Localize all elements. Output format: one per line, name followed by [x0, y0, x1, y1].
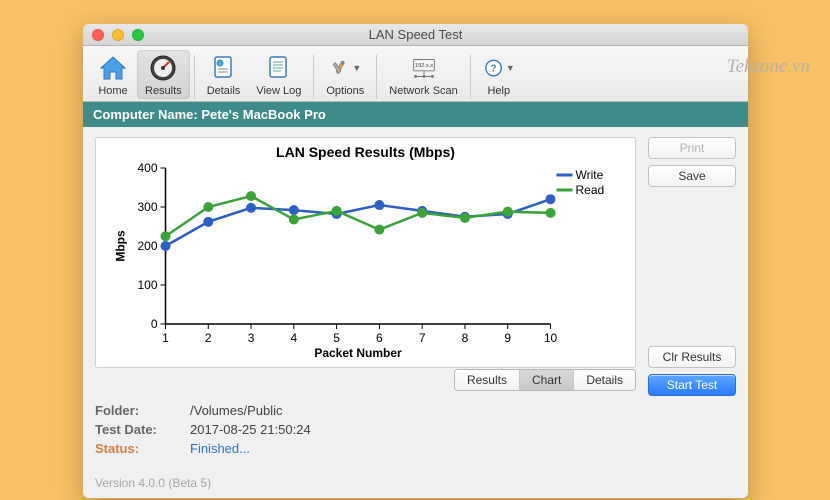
date-label: Test Date: — [95, 422, 190, 437]
details-button[interactable]: i Details — [199, 50, 249, 99]
viewlog-button[interactable]: View Log — [248, 50, 309, 99]
chart-container: LAN Speed Results (Mbps) 0 100 200 300 400 1 2… — [95, 137, 636, 368]
window-title: LAN Speed Test — [83, 27, 748, 42]
minimize-icon[interactable] — [112, 29, 124, 41]
results-label: Results — [145, 85, 182, 97]
svg-text:200: 200 — [137, 239, 157, 253]
spacer — [648, 402, 736, 490]
print-button[interactable]: Print — [648, 137, 736, 159]
svg-text:9: 9 — [504, 331, 511, 345]
netscan-label: Network Scan — [389, 85, 457, 97]
results-button[interactable]: Results — [137, 50, 190, 99]
info-row-date: Test Date: 2017-08-25 21:50:24 — [95, 420, 636, 439]
app-window: LAN Speed Test Home Results i Details — [83, 24, 748, 498]
home-button[interactable]: Home — [89, 50, 137, 99]
toolbar: Home Results i Details View Log ▼ — [83, 46, 748, 102]
folder-label: Folder: — [95, 403, 190, 418]
clear-results-button[interactable]: Clr Results — [648, 346, 736, 368]
folder-value: /Volumes/Public — [190, 403, 283, 418]
zoom-icon[interactable] — [132, 29, 144, 41]
svg-text:2: 2 — [205, 331, 212, 345]
svg-text:0: 0 — [151, 317, 158, 331]
segmented-control: Results Chart Details — [454, 369, 636, 391]
version-label: Version 4.0.0 (Beta 5) — [95, 476, 636, 490]
help-label: Help — [487, 85, 510, 97]
details-label: Details — [207, 85, 241, 97]
svg-text:i: i — [219, 61, 220, 67]
svg-text:4: 4 — [290, 331, 297, 345]
svg-text:100: 100 — [137, 278, 157, 292]
left-column: LAN Speed Results (Mbps) 0 100 200 300 400 1 2… — [95, 137, 636, 490]
toolbar-separator — [313, 55, 314, 99]
chart-title: LAN Speed Results (Mbps) — [104, 144, 627, 160]
svg-text:Mbps: Mbps — [114, 230, 128, 262]
status-label: Status: — [95, 441, 190, 456]
content-area: LAN Speed Results (Mbps) 0 100 200 300 400 1 2… — [83, 127, 748, 498]
svg-text:192.x.x: 192.x.x — [414, 63, 432, 69]
speed-chart: 0 100 200 300 400 1 2 3 4 5 6 7 8 9 10 Mbps Packet Numbe… — [104, 160, 627, 360]
close-icon[interactable] — [92, 29, 104, 41]
svg-text:8: 8 — [462, 331, 469, 345]
svg-text:7: 7 — [419, 331, 426, 345]
svg-text:400: 400 — [137, 161, 157, 175]
info-panel: Folder: /Volumes/Public Test Date: 2017-… — [95, 401, 636, 458]
traffic-lights — [83, 29, 144, 41]
save-button[interactable]: Save — [648, 165, 736, 187]
info-row-status: Status: Finished... — [95, 439, 636, 458]
svg-text:1: 1 — [162, 331, 169, 345]
svg-text:?: ? — [490, 64, 496, 75]
gauge-icon — [147, 52, 179, 84]
netscan-icon: 192.x.x — [408, 52, 440, 84]
tab-details[interactable]: Details — [574, 370, 635, 390]
svg-text:3: 3 — [248, 331, 255, 345]
svg-text:6: 6 — [376, 331, 383, 345]
spacer — [648, 193, 736, 340]
help-icon: ? ▼ — [483, 52, 515, 84]
watermark-text: Tekzone.vn — [727, 56, 810, 78]
svg-text:10: 10 — [544, 331, 558, 345]
chevron-down-icon: ▼ — [506, 63, 515, 73]
svg-text:Read: Read — [576, 183, 605, 197]
result-tabs: Results Chart Details — [95, 369, 636, 391]
status-value: Finished... — [190, 441, 250, 456]
chevron-down-icon: ▼ — [352, 63, 361, 73]
computer-name-bar: Computer Name: Pete's MacBook Pro — [83, 102, 748, 127]
viewlog-label: View Log — [256, 85, 301, 97]
home-label: Home — [98, 85, 127, 97]
start-test-button[interactable]: Start Test — [648, 374, 736, 396]
tab-chart[interactable]: Chart — [520, 370, 574, 390]
viewlog-icon — [263, 52, 295, 84]
options-label: Options — [326, 85, 364, 97]
home-icon — [97, 52, 129, 84]
svg-text:5: 5 — [333, 331, 340, 345]
toolbar-separator — [470, 55, 471, 99]
help-button[interactable]: ? ▼ Help — [475, 50, 523, 99]
right-column: Print Save Clr Results Start Test — [648, 137, 736, 490]
options-icon: ▼ — [329, 52, 361, 84]
options-button[interactable]: ▼ Options — [318, 50, 372, 99]
details-icon: i — [208, 52, 240, 84]
toolbar-separator — [194, 55, 195, 99]
tab-results[interactable]: Results — [455, 370, 520, 390]
toolbar-separator — [376, 55, 377, 99]
titlebar: LAN Speed Test — [83, 24, 748, 46]
svg-text:Write: Write — [576, 168, 604, 182]
info-row-folder: Folder: /Volumes/Public — [95, 401, 636, 420]
svg-text:Packet Number: Packet Number — [314, 346, 402, 360]
netscan-button[interactable]: 192.x.x Network Scan — [381, 50, 465, 99]
date-value: 2017-08-25 21:50:24 — [190, 422, 311, 437]
svg-text:300: 300 — [137, 200, 157, 214]
